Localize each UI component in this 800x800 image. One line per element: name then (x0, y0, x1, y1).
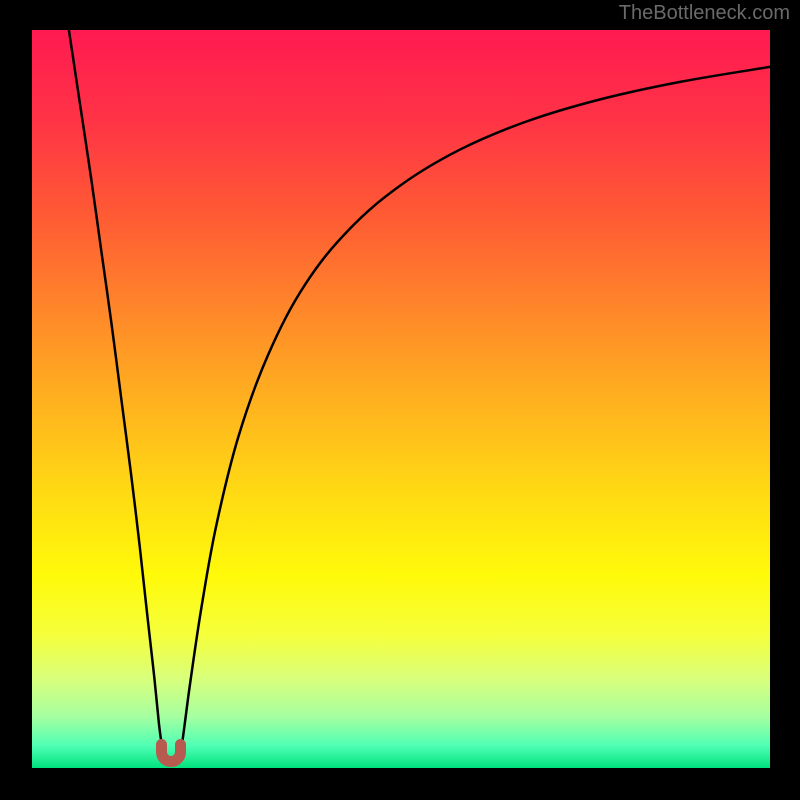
curve-right-branch (182, 67, 770, 746)
chart-container: TheBottleneck.com (0, 0, 800, 800)
watermark-text: TheBottleneck.com (619, 2, 790, 25)
plot-area (32, 30, 770, 768)
curve-layer (32, 30, 770, 768)
curve-left-branch (69, 30, 162, 746)
minimum-marker (156, 739, 186, 767)
